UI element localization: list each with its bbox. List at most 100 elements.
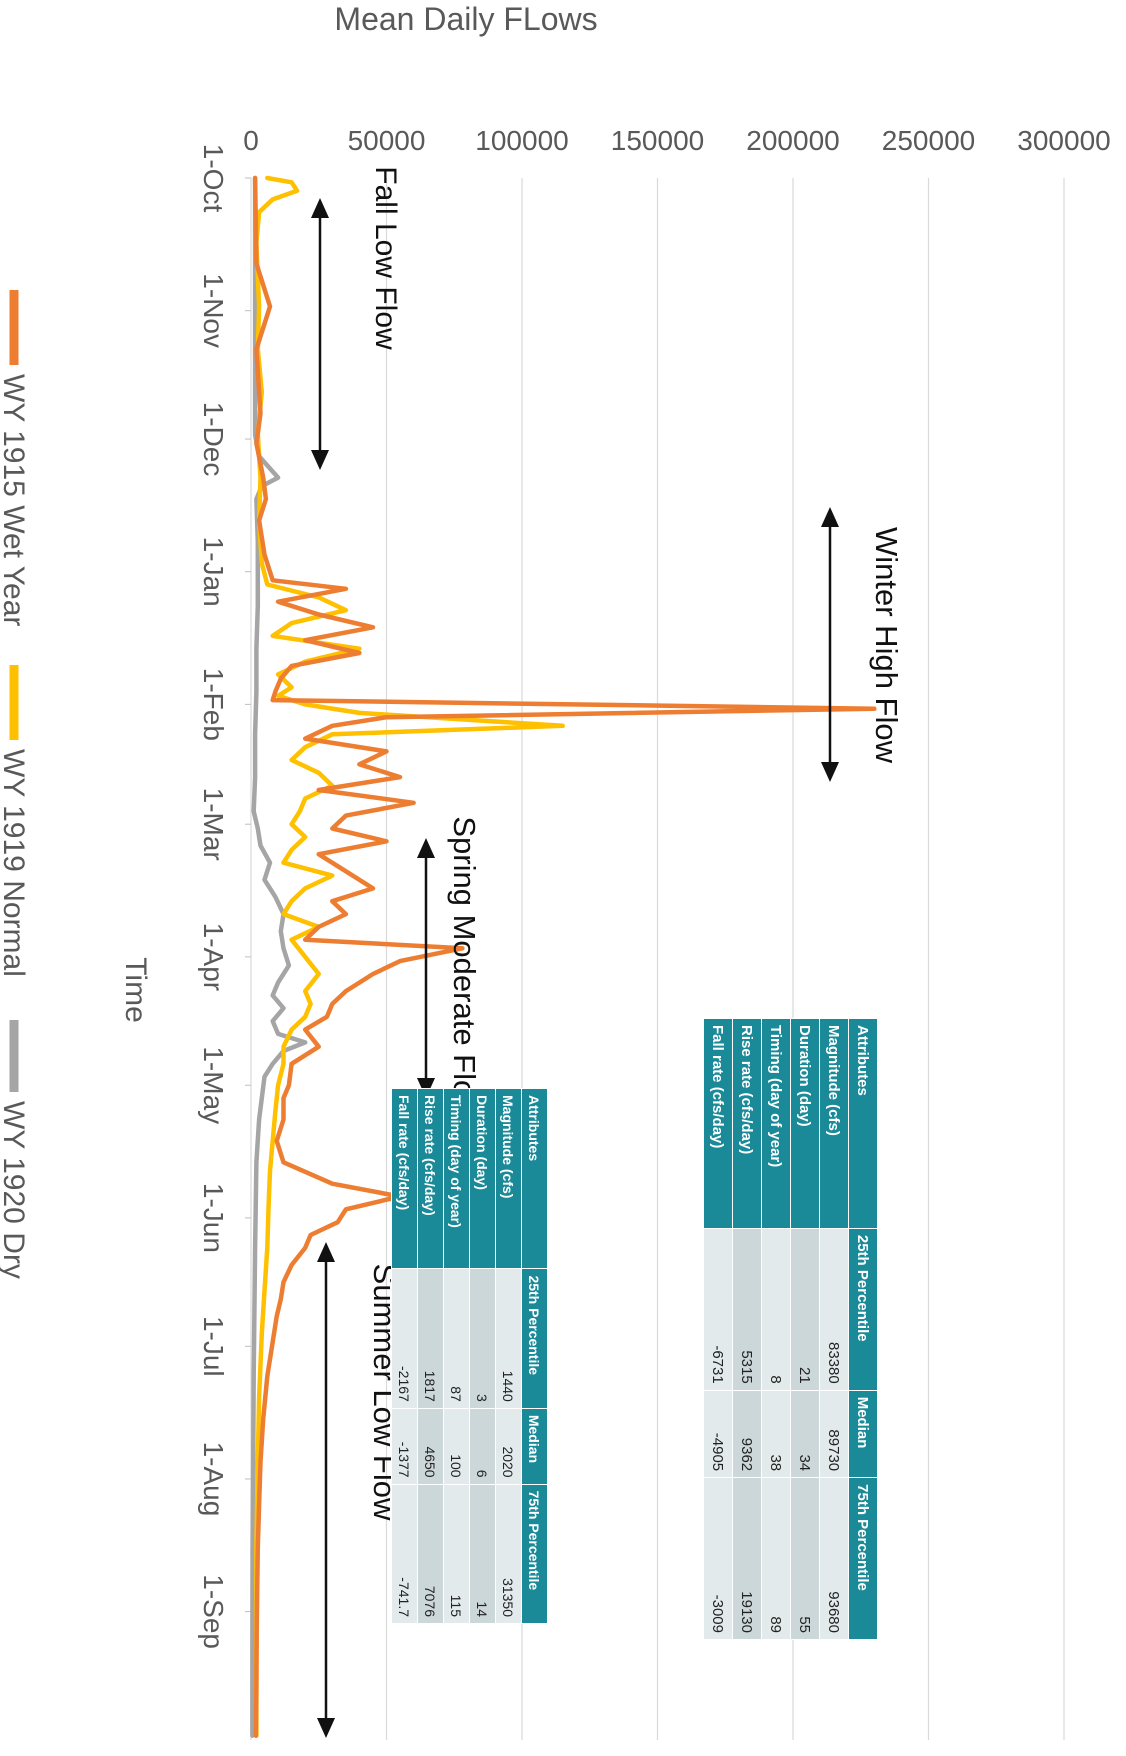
x-tick-label: 1-Feb [198,668,229,741]
gridlines [250,178,1065,1740]
table-cell: 7076 [417,1484,444,1624]
table-row: Timing (day of year) 87 100 115 [443,1088,470,1624]
table-row: Rise rate (cfs/day) 1817 4650 7076 [417,1088,444,1624]
table-row: Timing (day of year) 8 38 89 [761,1018,791,1640]
table-cell: 93680 [819,1477,849,1640]
x-axis-title: Time [119,957,152,1023]
legend: WY 1915 Wet Year WY 1919 Normal WY 1920 … [0,290,30,1279]
y-tick-label: 50000 [348,125,426,156]
table-cell: 1440 [495,1268,522,1409]
table-header-cell: Attributes [521,1088,548,1269]
table-cell: 115 [443,1484,470,1624]
table-cell: 89 [761,1477,791,1640]
y-tick-label: 200000 [746,125,839,156]
legend-label-wy1919: WY 1919 Normal [0,749,30,977]
table-row: Magnitude (cfs) 1440 2020 31350 [495,1088,522,1624]
table-attr-cell: Magnitude (cfs) [495,1088,522,1269]
x-tick-label: 1-Aug [198,1442,229,1517]
table-attr-cell: Fall rate (cfs/day) [703,1018,733,1229]
table-cell: 14 [469,1484,496,1624]
table-cell: 89730 [819,1390,849,1478]
table-cell: 5315 [732,1228,762,1391]
legend-label-wy1920: WY 1920 Dry [0,1101,30,1279]
x-tick-label: 1-Nov [198,273,229,348]
table-header-cell: 75th Percentile [521,1484,548,1624]
table-cell: -2167 [391,1268,418,1409]
legend-item-wy1919: WY 1919 Normal [0,665,30,977]
table-attr-cell: Rise rate (cfs/day) [732,1018,762,1229]
legend-item-wy1920: WY 1920 Dry [0,1020,30,1279]
x-tick-label: 1-Sep [198,1574,229,1649]
table-cell: 4650 [417,1408,444,1485]
table-header-cell: Median [521,1408,548,1485]
fall-arrow [311,198,329,470]
season-arrows [311,198,839,1738]
x-tick-labels: 1-Oct 1-Nov 1-Dec 1-Jan 1-Feb 1-Mar 1-Apr 1-May… [198,144,251,1649]
x-tick-label: 1-Oct [198,144,229,213]
table-header-row: Attributes 25th Percentile Median 75th P… [848,1018,878,1640]
series-line-wy-1919-normal [254,175,565,1738]
table-row: Fall rate (cfs/day) -2167 -1377 -741.7 [391,1088,418,1624]
table-attr-cell: Timing (day of year) [761,1018,791,1229]
table-cell: 100 [443,1408,470,1485]
table-header-row: Attributes 25th Percentile Median 75th P… [521,1088,548,1624]
table-cell: 8 [761,1228,791,1391]
winter-arrow [821,507,839,782]
table-cell: 9362 [732,1390,762,1478]
y-tick-label: 0 [243,125,259,156]
table-cell: 21 [790,1228,820,1391]
annotation-spring-moderate-flow: Spring Moderate Flow [447,816,482,1120]
table-cell: 1817 [417,1268,444,1409]
table-attr-cell: Timing (day of year) [443,1088,470,1269]
spring-arrow [417,838,435,1098]
table-header-cell: 25th Percentile [521,1268,548,1409]
table-attr-cell: Duration (day) [469,1088,496,1269]
series-line-wy-1915-wet-year [252,175,877,1738]
y-axis-title: Mean Daily FLows [334,1,597,37]
y-tick-labels: 0 50000 100000 150000 200000 250000 300000 [243,125,1111,156]
table-cell: -1377 [391,1408,418,1485]
table-cell: 31350 [495,1484,522,1624]
table-cell: 55 [790,1477,820,1640]
table-cell: -6731 [703,1228,733,1391]
table-header-cell: 75th Percentile [848,1477,878,1640]
table-row: Magnitude (cfs) 83380 89730 93680 [819,1018,849,1640]
x-tick-label: 1-May [198,1046,229,1124]
winter-high-flow-table: Attributes 25th Percentile Median 75th P… [703,1018,878,1640]
x-tick-label: 1-Dec [198,402,229,477]
table-row: Rise rate (cfs/day) 5315 9362 19130 [732,1018,762,1640]
y-tick-label: 250000 [882,125,975,156]
x-tick-label: 1-Jul [198,1316,229,1377]
summer-arrow [317,1242,335,1738]
table-cell: -741.7 [391,1484,418,1624]
table-cell: 3 [469,1268,496,1409]
table-header-cell: 25th Percentile [848,1228,878,1391]
table-attr-cell: Fall rate (cfs/day) [391,1088,418,1269]
table-header-cell: Median [848,1390,878,1478]
table-cell: 6 [469,1408,496,1485]
x-tick-label: 1-Jun [198,1183,229,1253]
table-cell: -4905 [703,1390,733,1478]
y-tick-label: 300000 [1017,125,1110,156]
spring-moderate-flow-table: Attributes 25th Percentile Median 75th P… [391,1088,548,1624]
table-cell: 2020 [495,1408,522,1485]
table-cell: 87 [443,1268,470,1409]
table-cell: 38 [761,1390,791,1478]
y-tick-label: 100000 [475,125,568,156]
table-attr-cell: Rise rate (cfs/day) [417,1088,444,1269]
x-tick-label: 1-Mar [198,788,229,861]
x-tick-label: 1-Jan [198,537,229,607]
table-cell: 34 [790,1390,820,1478]
series-line-wy-1920-dry [250,175,308,1738]
table-row: Duration (day) 21 34 55 [790,1018,820,1640]
table-cell: -3009 [703,1477,733,1640]
series-lines [250,175,877,1738]
table-cell: 83380 [819,1228,849,1391]
table-attr-cell: Magnitude (cfs) [819,1018,849,1229]
table-attr-cell: Duration (day) [790,1018,820,1229]
legend-item-wy1915: WY 1915 Wet Year [0,290,30,626]
annotation-fall-low-flow: Fall Low Flow [369,166,402,350]
table-row: Fall rate (cfs/day) -6731 -4905 -3009 [703,1018,733,1640]
